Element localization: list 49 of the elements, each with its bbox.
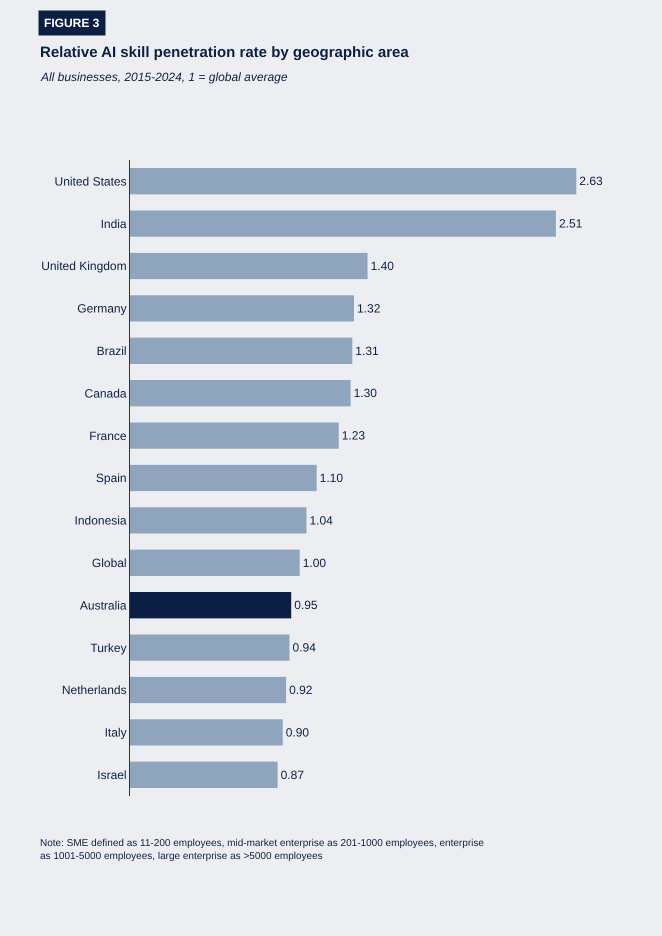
chart-subtitle: All businesses, 2015-2024, 1 = global average <box>40 70 288 84</box>
chart-title: Relative AI skill penetration rate by geographic area <box>40 44 410 61</box>
y-tick-label: Brazil <box>96 344 127 358</box>
data-label: 0.94 <box>292 640 316 655</box>
y-tick-label: France <box>89 428 127 443</box>
y-tick-label: India <box>100 216 127 231</box>
data-label: 1.00 <box>302 556 326 570</box>
data-label: 0.87 <box>280 768 304 782</box>
bar <box>130 676 286 704</box>
bar <box>130 634 290 661</box>
y-tick-label: Germany <box>77 302 127 316</box>
y-tick-label: Australia <box>80 598 127 612</box>
y-tick-label: Spain <box>96 471 127 486</box>
bar <box>130 295 354 322</box>
y-tick-label: Turkey <box>90 640 127 655</box>
bar <box>130 507 306 534</box>
bar <box>130 422 339 449</box>
y-tick-label: Israel <box>97 768 127 782</box>
y-tick-label: United States <box>54 174 127 188</box>
data-label: 1.40 <box>370 259 394 273</box>
bar <box>130 464 317 492</box>
data-label: 1.23 <box>342 428 366 443</box>
data-label: 0.92 <box>289 683 313 697</box>
data-label: 2.51 <box>558 216 583 231</box>
bar <box>130 592 292 618</box>
data-label: 0.90 <box>286 725 310 740</box>
y-tick-label: Netherlands <box>62 683 127 698</box>
data-label: 1.32 <box>357 301 381 316</box>
bar <box>130 380 351 406</box>
bar <box>130 719 283 746</box>
text: Note: SME defined as 11-200 employees, mid-market enterprise as 201-1000 employees, enterprise as 1001-5000 employees, large enterprise as >5000 employees <box>40 838 484 862</box>
caption: FIGURE 3 <box>44 16 100 30</box>
bar <box>130 762 278 788</box>
data-label: 1.30 <box>354 386 378 400</box>
bar <box>130 338 352 364</box>
y-tick-label: Canada <box>84 386 127 400</box>
data-label: 1.04 <box>309 513 334 528</box>
y-tick-label: United Kingdom <box>41 259 127 274</box>
data-label: 1.31 <box>355 344 379 358</box>
y-tick-label: Indonesia <box>74 514 127 528</box>
y-tick-label: Italy <box>104 726 127 740</box>
data-label: 2.63 <box>579 174 603 188</box>
bar <box>130 168 576 194</box>
data-label: 1.10 <box>320 471 344 485</box>
bar <box>130 252 368 280</box>
bar <box>130 550 300 576</box>
bar <box>130 210 556 237</box>
data-label: 0.95 <box>294 598 318 612</box>
y-tick-label: Global <box>92 556 127 570</box>
